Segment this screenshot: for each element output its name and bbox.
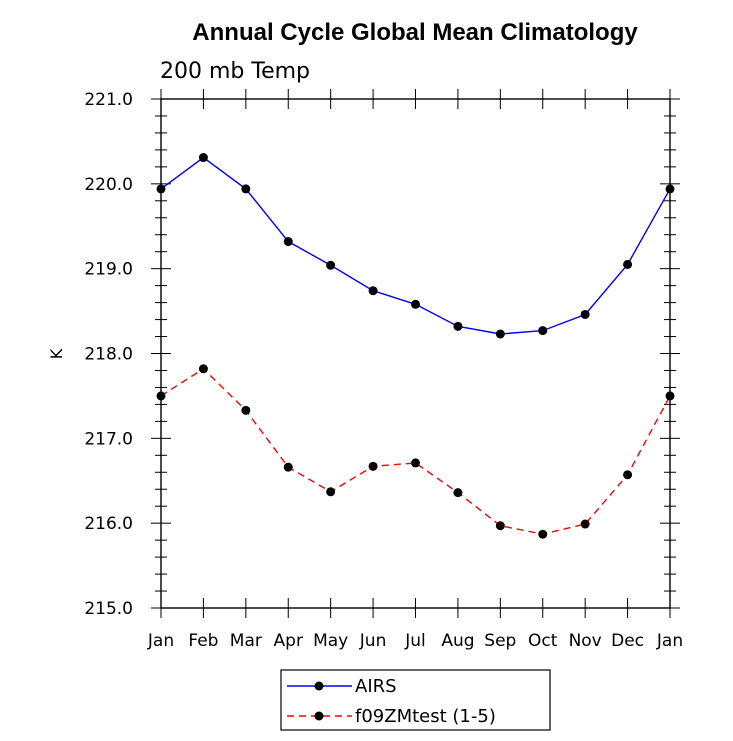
series-0-point <box>453 321 463 331</box>
x-tick-label: Jun <box>359 631 387 651</box>
series-1-point <box>623 470 633 480</box>
y-tick-label: 221.0 <box>84 90 133 110</box>
y-tick-label: 218.0 <box>84 345 133 365</box>
x-tick-label: May <box>313 631 348 651</box>
series-0-point <box>665 184 675 194</box>
series-0-point <box>580 309 590 319</box>
y-tick-label: 217.0 <box>84 429 133 449</box>
series-0-point <box>368 286 378 296</box>
legend-marker-0 <box>314 681 324 691</box>
series-0-point <box>623 259 633 269</box>
legend-label-0: AIRS <box>355 676 397 697</box>
legend-box <box>280 669 551 731</box>
legend-marker-1 <box>314 711 324 721</box>
x-tick-label: Oct <box>528 631 558 651</box>
series-0-point <box>538 326 548 336</box>
series-1-point <box>580 519 590 529</box>
x-tick-label: Apr <box>274 631 303 651</box>
series-1-point <box>198 364 208 374</box>
series-1-point <box>283 462 293 472</box>
y-axis-label: K <box>47 348 66 359</box>
series-1-point <box>665 391 675 401</box>
x-tick-label: Jul <box>404 631 426 651</box>
x-tick-label: Feb <box>188 631 218 651</box>
series-1-point <box>495 521 505 531</box>
x-tick-label: Aug <box>441 631 474 651</box>
series-0-point <box>156 184 166 194</box>
series-1-point <box>326 487 336 497</box>
series-line-1 <box>160 367 671 535</box>
series-1-point <box>368 461 378 471</box>
series-1-point <box>241 405 251 415</box>
series-1-point <box>453 488 463 498</box>
y-tick-label: 220.0 <box>84 175 133 195</box>
y-tick-label: 219.0 <box>84 260 133 280</box>
series-layer <box>156 153 675 539</box>
x-tick-label: Jan <box>147 631 174 651</box>
series-0-point <box>326 260 336 270</box>
series-0-point <box>411 299 420 309</box>
series-0-point <box>198 153 208 163</box>
series-0-point <box>495 329 505 339</box>
plot-axes: 215.0 216.0 217.0 218.0 219.0 220.0 221.0 Jan Fe… <box>84 89 683 651</box>
legend-entries: AIRS f09ZMtest (1-5) <box>287 676 496 727</box>
x-tick-label: Jan <box>656 631 683 651</box>
series-0-point <box>283 237 293 247</box>
legend: AIRS f09ZMtest (1-5) <box>280 669 551 731</box>
x-tick-label: Dec <box>611 631 644 651</box>
x-tick-label: Mar <box>230 631 262 651</box>
x-tick-label: Nov <box>569 631 602 651</box>
plot-frame <box>160 98 671 609</box>
y-tick-label: 215.0 <box>84 599 133 619</box>
series-1-point <box>538 529 548 539</box>
chart-title: Annual Cycle Global Mean Climatology <box>192 19 638 46</box>
chart-subtitle: 200 mb Temp <box>160 59 310 84</box>
series-1-point <box>156 391 166 401</box>
x-tick-label: Sep <box>484 631 516 651</box>
series-1-point <box>411 458 420 468</box>
y-tick-label: 216.0 <box>84 514 133 534</box>
series-0-point <box>241 184 251 194</box>
legend-label-1: f09ZMtest (1-5) <box>355 706 496 727</box>
